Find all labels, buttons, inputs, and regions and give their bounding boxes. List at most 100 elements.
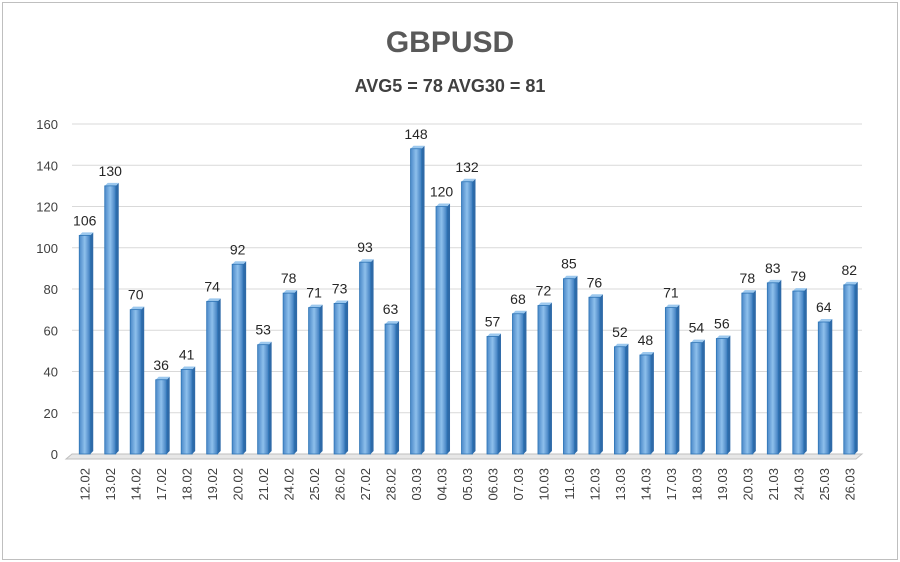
data-label: 72 — [536, 283, 552, 299]
data-label: 54 — [689, 320, 705, 336]
bar-top — [512, 310, 527, 314]
bar-side — [396, 321, 400, 454]
bar-side — [268, 341, 272, 454]
bar-26.03 — [843, 284, 856, 455]
data-label: 76 — [587, 274, 603, 290]
data-label: 74 — [204, 278, 220, 294]
y-tick-label: 80 — [44, 282, 58, 297]
bar-top — [308, 304, 323, 308]
bar-21.02 — [257, 344, 270, 455]
data-label: 120 — [430, 184, 454, 200]
data-label: 68 — [510, 291, 526, 307]
x-tick-label: 10.03 — [536, 468, 551, 501]
x-tick-label: 25.02 — [307, 468, 322, 501]
data-label: 92 — [230, 241, 246, 257]
bar-21.03 — [766, 282, 779, 455]
x-tick-label: 18.02 — [180, 468, 195, 501]
data-label: 56 — [714, 316, 730, 332]
bar-14.03 — [639, 354, 652, 455]
data-label: 64 — [816, 299, 832, 315]
x-tick-label: 17.03 — [664, 468, 679, 501]
bar-side — [421, 145, 425, 454]
bar-04.03 — [435, 206, 448, 455]
x-tick-label: 12.02 — [78, 468, 93, 501]
bar-top — [130, 306, 145, 310]
data-label: 93 — [357, 239, 373, 255]
data-label: 63 — [383, 301, 399, 317]
bar-20.03 — [741, 292, 754, 455]
bar-top — [359, 259, 374, 263]
x-tick-label: 05.03 — [460, 468, 475, 501]
data-label: 78 — [281, 270, 297, 286]
bar-11.03 — [563, 278, 575, 455]
x-tick-label: 11.03 — [562, 468, 577, 500]
bar-side — [115, 182, 119, 454]
x-tick-label: 20.02 — [231, 468, 246, 501]
bar-top — [283, 290, 298, 294]
bar-side — [217, 298, 221, 454]
bar-26.02 — [333, 303, 346, 455]
bar-13.02 — [104, 185, 117, 455]
bar-side — [727, 335, 731, 454]
bar-side — [497, 333, 501, 454]
x-tick-label: 27.02 — [358, 468, 373, 501]
data-label: 79 — [791, 268, 807, 284]
x-tick-label: 21.02 — [256, 468, 271, 501]
x-tick-label: 12.03 — [587, 468, 602, 501]
bar-side — [319, 304, 323, 454]
bar-side — [523, 310, 527, 454]
bar-side — [599, 294, 603, 454]
data-label: 106 — [73, 212, 97, 228]
bar-top — [461, 178, 476, 182]
data-label: 71 — [306, 285, 322, 301]
bar-side — [345, 300, 349, 454]
bar-top — [818, 319, 833, 322]
bar-top — [537, 302, 552, 306]
bar-side — [141, 306, 145, 454]
bar-top — [79, 232, 94, 236]
y-tick-label: 0 — [51, 447, 58, 462]
data-label: 78 — [740, 270, 756, 286]
bar-top — [843, 281, 858, 285]
y-tick-label: 140 — [36, 158, 58, 173]
x-tick-label: 20.03 — [740, 468, 755, 501]
x-tick-label: 25.03 — [817, 468, 832, 501]
bar-13.03 — [614, 346, 626, 455]
bar-25.02 — [308, 307, 320, 455]
x-tick-label: 03.03 — [409, 468, 424, 501]
y-tick-label: 100 — [36, 241, 58, 256]
x-tick-label: 13.03 — [613, 468, 628, 501]
bar-28.02 — [384, 323, 397, 455]
bar-06.03 — [486, 336, 499, 455]
x-tick-label: 17.02 — [154, 468, 169, 501]
bar-12.02 — [78, 234, 91, 455]
bar-side — [752, 290, 756, 454]
data-label: 148 — [404, 126, 428, 142]
bar-top — [486, 333, 501, 337]
bar-05.03 — [461, 181, 473, 455]
data-label: 82 — [841, 262, 857, 278]
x-tick-label: 18.03 — [689, 468, 704, 501]
bar-top — [155, 376, 170, 380]
x-tick-label: 21.03 — [766, 468, 781, 501]
data-label: 48 — [638, 332, 654, 348]
y-tick-label: 120 — [36, 200, 58, 215]
bar-side — [676, 304, 680, 454]
chart-subtitle: AVG5 = 78 AVG30 = 81 — [354, 76, 546, 96]
bar-27.02 — [359, 261, 371, 455]
bar-top — [436, 203, 451, 207]
bar-top — [665, 304, 680, 308]
bar-side — [90, 232, 94, 454]
x-tick-label: 28.02 — [384, 468, 399, 501]
bar-top — [716, 335, 731, 339]
bar-side — [829, 319, 833, 454]
bar-top — [181, 366, 196, 370]
bar-top — [639, 352, 654, 355]
bar-top — [385, 321, 400, 325]
bar-top — [257, 341, 272, 345]
data-label: 71 — [663, 285, 679, 301]
bar-10.03 — [537, 305, 550, 455]
bar-24.02 — [282, 292, 295, 455]
bar-top — [767, 279, 782, 283]
